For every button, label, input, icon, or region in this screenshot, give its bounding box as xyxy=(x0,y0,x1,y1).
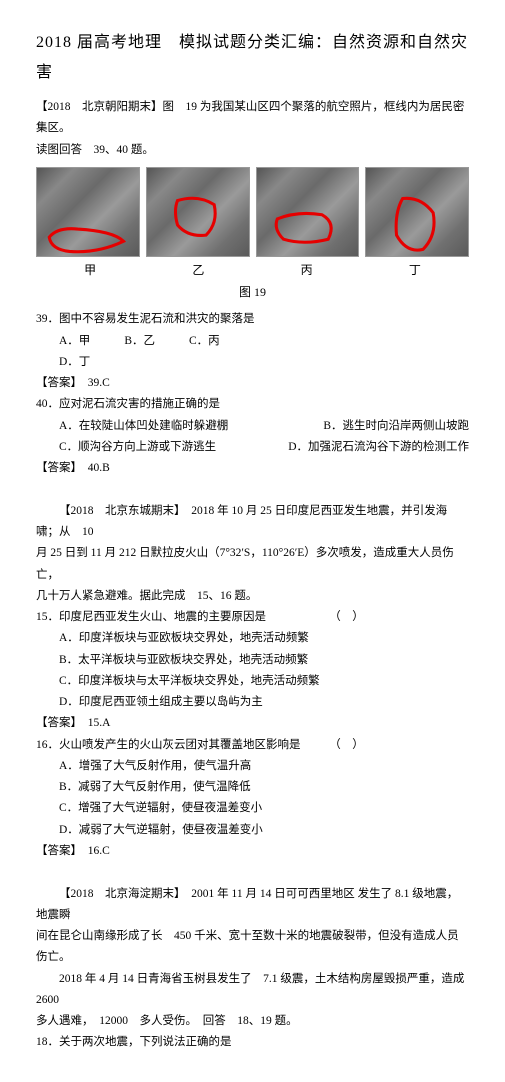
q39-no: 39． xyxy=(36,313,59,325)
q15-answer: 【答案】 15.A xyxy=(36,713,469,734)
sec1-lead2: 读图回答 39、40 题。 xyxy=(36,140,469,161)
figure-19-images xyxy=(36,167,469,257)
q39: 39．图中不容易发生泥石流和洪灾的聚落是 xyxy=(36,309,469,330)
q16-opt-a: A．增强了大气反射作用，使气温升高 xyxy=(36,756,469,777)
sec2-lead3: 几十万人紧急避难。据此完成 15、16 题。 xyxy=(36,586,469,607)
q16-opt-c: C．增强了大气逆辐射，使昼夜温差变小 xyxy=(36,798,469,819)
q39-opt-a: A．甲 xyxy=(36,331,90,352)
q39-opt-c: C．丙 xyxy=(189,331,220,352)
q40: 40．应对泥石流灾害的措施正确的是 xyxy=(36,394,469,415)
q16-opt-b: B．减弱了大气反射作用，使气温降低 xyxy=(36,777,469,798)
sec3-lead1: 【2018 北京海淀期末】 2001 年 11 月 14 日可可西里地区 发生了… xyxy=(36,884,469,927)
q39-stem: 图中不容易发生泥石流和洪灾的聚落是 xyxy=(59,313,255,325)
q16-opt-d: D．减弱了大气逆辐射，使昼夜温差变小 xyxy=(36,820,469,841)
q15: 15．印度尼西亚发生火山、地震的主要原因是 （ ） xyxy=(36,607,469,628)
thumb-yi xyxy=(146,167,250,257)
q40-opt-d: D．加强泥石流沟谷下游的检测工作 xyxy=(288,437,469,458)
sec2-lead1: 【2018 北京东城期末】 2018 年 10 月 25 日印度尼西亚发生地震，… xyxy=(36,501,469,544)
q39-opt-d: D．丁 xyxy=(36,352,469,373)
q16: 16．火山喷发产生的火山灰云团对其覆盖地区影响是 （ ） xyxy=(36,735,469,756)
q16-no: 16． xyxy=(36,739,59,751)
figure-19-captions: 甲 乙 丙 丁 xyxy=(36,259,469,281)
q40-opt-b: B．逃生时向沿岸两侧山坡跑 xyxy=(323,416,469,437)
q15-opt-c: C．印度洋板块与太平洋板块交界处，地壳活动频繁 xyxy=(36,671,469,692)
figure-19-label: 图 19 xyxy=(36,281,469,303)
q40-stem: 应对泥石流灾害的措施正确的是 xyxy=(59,398,220,410)
cap-ding: 丁 xyxy=(361,259,469,281)
sec3-lead2: 间在昆仑山南缘形成了长 450 千米、宽十至数十米的地震破裂带，但没有造成人员伤… xyxy=(36,926,469,969)
page-title: 2018 届高考地理 模拟试题分类汇编：自然资源和自然灾害 xyxy=(36,28,469,87)
thumb-jia xyxy=(36,167,140,257)
q39-answer: 【答案】 39.C xyxy=(36,373,469,394)
sec3-lead4: 多人遇难， 12000 多人受伤。 回答 18、19 题。 xyxy=(36,1011,469,1032)
q15-stem: 印度尼西亚发生火山、地震的主要原因是 （ ） xyxy=(59,611,364,623)
q40-no: 40． xyxy=(36,398,59,410)
sec2-lead2: 月 25 日到 11 月 212 日默拉皮火山（7°32′S，110°26′E）… xyxy=(36,543,469,586)
thumb-bing xyxy=(256,167,360,257)
q39-opt-b: B．乙 xyxy=(124,331,155,352)
cap-yi: 乙 xyxy=(144,259,252,281)
q40-row1: A．在较陡山体凹处建临时躲避棚 B．逃生时向沿岸两侧山坡跑 xyxy=(36,416,469,437)
q40-answer: 【答案】 40.B xyxy=(36,458,469,479)
q15-opt-a: A．印度洋板块与亚欧板块交界处，地壳活动频繁 xyxy=(36,628,469,649)
thumb-ding xyxy=(365,167,469,257)
q40-opt-a: A．在较陡山体凹处建临时躲避棚 xyxy=(36,416,228,437)
q40-row2: C．顺沟谷方向上游或下游逃生 D．加强泥石流沟谷下游的检测工作 xyxy=(36,437,469,458)
cap-bing: 丙 xyxy=(253,259,361,281)
q18-stem: 关于两次地震，下列说法正确的是 xyxy=(59,1036,232,1048)
q15-opt-d: D．印度尼西亚领土组成主要以岛屿为主 xyxy=(36,692,469,713)
q15-no: 15． xyxy=(36,611,59,623)
q16-stem: 火山喷发产生的火山灰云团对其覆盖地区影响是 （ ） xyxy=(59,739,364,751)
sec3-lead3: 2018 年 4 月 14 日青海省玉树县发生了 7.1 级震，土木结构房屋毁损… xyxy=(36,969,469,1012)
q39-options: A．甲 B．乙 C．丙 xyxy=(36,331,469,352)
q18-no: 18． xyxy=(36,1036,59,1048)
q40-opt-c: C．顺沟谷方向上游或下游逃生 xyxy=(36,437,216,458)
q15-opt-b: B．太平洋板块与亚欧板块交界处，地壳活动频繁 xyxy=(36,650,469,671)
q16-answer: 【答案】 16.C xyxy=(36,841,469,862)
cap-jia: 甲 xyxy=(36,259,144,281)
q18: 18．关于两次地震，下列说法正确的是 xyxy=(36,1032,469,1053)
sec1-lead1: 【2018 北京朝阳期末】图 19 为我国某山区四个聚落的航空照片，框线内为居民… xyxy=(36,97,469,140)
